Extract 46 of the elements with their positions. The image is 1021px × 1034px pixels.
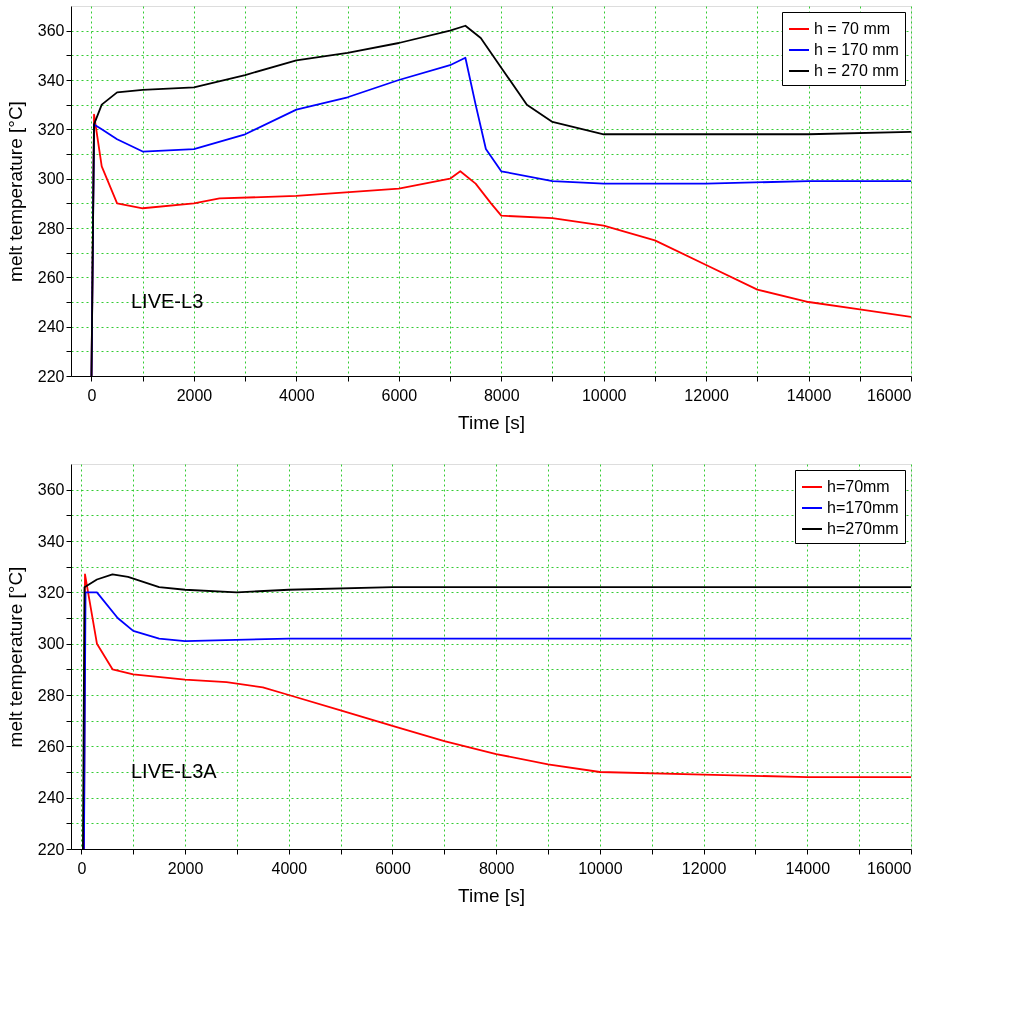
legend-label: h = 170 mm	[814, 41, 899, 58]
x-tick-label: 10000	[578, 859, 623, 877]
x-tick-label: 16000	[867, 859, 912, 877]
legend-label: h=170mm	[827, 499, 899, 516]
x-tick-label: 16000	[867, 386, 912, 404]
x-tick-label: 2000	[176, 386, 213, 404]
legend-label: h = 70 mm	[814, 20, 891, 37]
y-tick-label: 340	[37, 532, 65, 550]
x-tick-label: 4000	[279, 386, 315, 404]
legend-label: h = 270 mm	[814, 62, 899, 79]
x-tick-label: 8000	[483, 386, 520, 404]
y-tick-label: 240	[37, 789, 65, 807]
y-tick-label: 300	[37, 170, 65, 188]
y-tick-label: 220	[37, 367, 65, 385]
x-tick-label: 6000	[375, 859, 411, 877]
x-tick-label: 0	[87, 386, 97, 404]
x-tick-label: 8000	[478, 859, 515, 877]
y-tick-label: 280	[37, 219, 65, 237]
x-tick-label: 12000	[684, 386, 729, 404]
y-tick-label: 260	[37, 268, 65, 286]
y-tick-label: 320	[37, 120, 65, 138]
x-tick-label: 6000	[381, 386, 418, 404]
annotation: LIVE-L3	[131, 290, 204, 312]
y-tick-label: 340	[37, 71, 65, 89]
y-tick-label: 260	[37, 737, 65, 755]
x-axis-title: Time [s]	[458, 884, 525, 906]
annotation: LIVE-L3A	[131, 760, 218, 782]
y-tick-label: 300	[37, 635, 65, 653]
y-tick-label: 240	[37, 318, 65, 336]
x-tick-label: 14000	[786, 386, 832, 404]
legend-label: h=270mm	[827, 520, 899, 537]
legend-label: h=70mm	[827, 478, 890, 495]
y-axis-title: melt temperature [°C]	[4, 101, 26, 282]
y-tick-label: 320	[37, 583, 65, 601]
x-tick-label: 0	[77, 859, 87, 877]
y-tick-label: 220	[37, 840, 65, 858]
x-tick-label: 10000	[581, 386, 627, 404]
x-tick-label: 14000	[785, 859, 831, 877]
y-tick-label: 280	[37, 686, 65, 704]
x-axis-title: Time [s]	[458, 411, 525, 433]
x-tick-label: 2000	[167, 859, 204, 877]
x-tick-label: 4000	[271, 859, 308, 877]
x-tick-label: 12000	[681, 859, 727, 877]
y-tick-label: 360	[37, 481, 65, 499]
y-axis-title: melt temperature [°C]	[4, 566, 26, 748]
y-tick-label: 360	[37, 22, 65, 40]
